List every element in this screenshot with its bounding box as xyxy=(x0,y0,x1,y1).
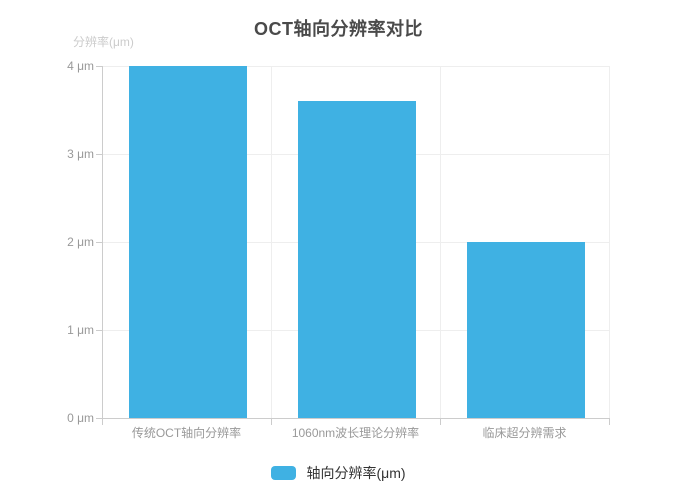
grid-line-vertical xyxy=(440,66,441,418)
y-axis-tick xyxy=(96,418,102,419)
grid-line-vertical xyxy=(609,66,610,418)
bar-1060nm波长理论分辨率[interactable] xyxy=(297,101,416,418)
y-axis-tick xyxy=(96,242,102,243)
y-axis-name: 分辨率(μm) xyxy=(73,35,134,49)
plot-area xyxy=(102,66,610,419)
y-tick-label: 4 μm xyxy=(67,59,94,73)
bar-临床超分辨需求[interactable] xyxy=(466,242,585,418)
legend-label: 轴向分辨率(μm) xyxy=(306,465,406,481)
x-axis-tick xyxy=(271,419,272,425)
x-axis-tick xyxy=(609,419,610,425)
x-axis-tick xyxy=(102,419,103,425)
chart-title: OCT轴向分辨率对比 xyxy=(254,19,423,39)
y-tick-label: 0 μm xyxy=(67,411,94,425)
grid-line-vertical xyxy=(271,66,272,418)
bar-传统OCT轴向分辨率[interactable] xyxy=(128,66,247,418)
x-category-label: 1060nm波长理论分辨率 xyxy=(291,426,420,440)
y-tick-label: 1 μm xyxy=(67,323,94,337)
y-axis-tick xyxy=(96,330,102,331)
legend-item[interactable]: 轴向分辨率(μm) xyxy=(0,461,677,485)
y-axis-tick xyxy=(96,154,102,155)
x-axis-tick xyxy=(440,419,441,425)
grid-line-horizontal xyxy=(103,66,610,67)
y-axis-tick xyxy=(96,66,102,67)
x-category-label: 临床超分辨需求 xyxy=(482,426,567,440)
x-category-label: 传统OCT轴向分辨率 xyxy=(131,426,242,440)
legend-swatch xyxy=(271,466,297,480)
y-tick-label: 3 μm xyxy=(67,147,94,161)
y-tick-label: 2 μm xyxy=(67,235,94,249)
